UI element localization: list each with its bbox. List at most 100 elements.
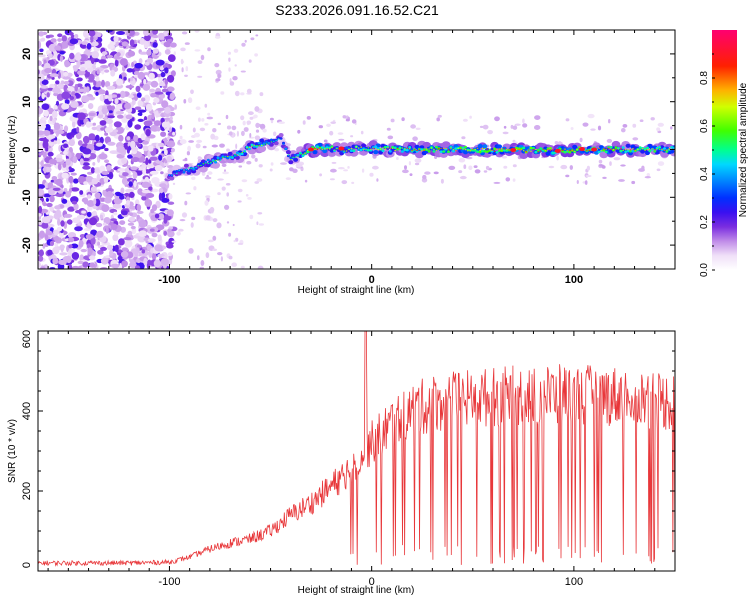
noise-cell: [204, 200, 209, 206]
noise-cell: [206, 116, 214, 120]
noise-cell: [66, 220, 73, 224]
noise-cell: [68, 152, 72, 159]
noise-cell: [129, 205, 137, 210]
noise-cell: [251, 154, 256, 159]
ridge-cell: [525, 151, 527, 153]
ridge-cell: [290, 158, 292, 161]
noise-cell: [285, 177, 291, 181]
noise-cell: [105, 188, 114, 193]
noise-cell: [226, 148, 230, 152]
noise-cell: [38, 261, 41, 269]
ridge-cell: [294, 153, 298, 157]
noise-cell: [221, 163, 227, 167]
noise-cell: [160, 258, 169, 266]
ridge-cell: [552, 149, 554, 151]
noise-cell: [95, 91, 99, 96]
noise-cell: [104, 81, 111, 88]
noise-cell: [217, 178, 224, 181]
noise-cell: [231, 262, 237, 268]
noise-cell: [164, 67, 169, 74]
ridge-peak: [338, 146, 345, 151]
ridge-cell: [169, 176, 175, 181]
noise-cell: [128, 94, 135, 99]
ridge-cell: [420, 148, 424, 151]
ridge-cell: [474, 148, 477, 150]
noise-cell: [235, 237, 239, 242]
noise-cell: [53, 92, 59, 97]
noise-cell: [81, 95, 90, 103]
ridge-cell: [396, 147, 399, 149]
ridge-cell: [561, 150, 565, 153]
noise-cell: [133, 71, 140, 75]
noise-cell: [270, 162, 274, 166]
noise-cell: [191, 216, 196, 221]
ridge-cell: [445, 147, 447, 150]
ridge-cell: [376, 147, 380, 150]
noise-cell: [41, 103, 50, 110]
ridge-cell: [479, 149, 481, 152]
noise-cell: [64, 99, 70, 105]
ridge-cell: [442, 150, 446, 153]
ridge-cell: [372, 147, 375, 149]
noise-cell: [68, 32, 74, 36]
noise-cell: [197, 156, 201, 159]
noise-cell: [149, 88, 156, 93]
noise-cell: [258, 223, 264, 226]
noise-cell: [104, 136, 112, 144]
ridge-cell: [413, 148, 416, 150]
noise-cell: [43, 165, 47, 174]
noise-cell: [137, 71, 145, 80]
noise-cell: [151, 252, 157, 260]
noise-cell: [126, 68, 134, 73]
noise-cell: [164, 137, 168, 146]
noise-cell: [152, 34, 159, 39]
ridge-cell: [330, 145, 334, 148]
ridge-cell: [493, 147, 497, 151]
noise-cell: [99, 214, 103, 219]
noise-cell: [609, 161, 612, 166]
ridge-cell: [218, 157, 222, 160]
noise-cell: [194, 30, 200, 33]
ridge-cell: [527, 149, 530, 151]
ridge-cell: [476, 147, 479, 149]
ridge-cell: [496, 148, 498, 150]
noise-cell: [63, 213, 73, 218]
noise-cell: [229, 81, 235, 86]
ridge-cell: [384, 148, 387, 150]
noise-cell: [87, 247, 93, 256]
noise-cell: [188, 140, 195, 143]
noise-cell: [102, 222, 107, 226]
noise-cell: [109, 249, 114, 257]
noise-cell: [96, 32, 102, 38]
noise-cell: [228, 67, 231, 72]
ridge-cell: [610, 148, 612, 150]
ridge-cell: [328, 146, 332, 150]
ridge-cell: [324, 148, 326, 150]
noise-cell: [112, 203, 122, 209]
noise-cell: [199, 127, 206, 132]
noise-cell: [151, 232, 158, 238]
x-tick-label: 100: [565, 274, 583, 286]
noise-cell: [97, 241, 101, 246]
noise-cell: [38, 184, 45, 190]
ridge-cell: [430, 147, 433, 149]
noise-cell: [408, 161, 411, 166]
noise-cell: [79, 234, 86, 239]
noise-cell: [154, 91, 164, 95]
noise-cell: [474, 169, 481, 174]
noise-cell: [318, 125, 323, 129]
x-tick-label: 0: [369, 274, 375, 286]
ridge-cell: [172, 170, 176, 173]
noise-cell: [44, 67, 52, 74]
noise-cell: [248, 59, 252, 63]
ridge-cell: [391, 145, 395, 149]
ridge-cell: [182, 171, 186, 174]
ridge-cell: [216, 156, 220, 159]
noise-cell: [57, 218, 61, 226]
noise-cell: [164, 159, 168, 164]
noise-cell: [156, 126, 161, 132]
ridge-peak: [554, 148, 561, 153]
noise-cell: [142, 167, 147, 176]
noise-cell: [148, 186, 153, 191]
noise-cell: [44, 124, 51, 132]
